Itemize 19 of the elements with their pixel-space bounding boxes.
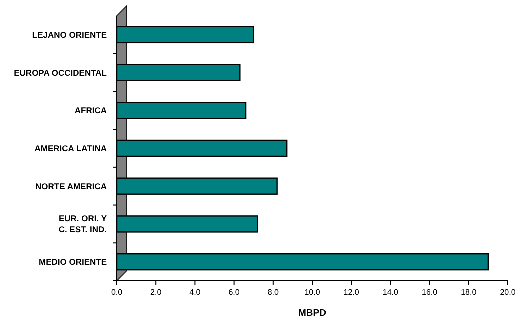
- x-tick-label: 20.0: [500, 288, 516, 297]
- y-tick-label: EUR. ORI. Y C. EST. IND.: [58, 214, 108, 235]
- y-tick-label: EUROPA OCCIDENTAL: [14, 68, 107, 78]
- x-tick-label: 0.0: [111, 288, 124, 297]
- y-tick-label: NORTE AMERICA: [36, 181, 107, 192]
- y-tick-label: AMERICA LATINA: [34, 144, 107, 154]
- x-tick-label: 6.0: [228, 288, 240, 297]
- y-tick-label: LEJANO ORIENTE: [32, 30, 108, 40]
- x-tick-label: 2.0: [150, 288, 162, 297]
- x-tick-label: 18.0: [461, 288, 478, 297]
- x-tick-label: 8.0: [268, 288, 280, 297]
- x-axis-title: MBPD: [298, 308, 327, 319]
- x-tick-label: 10.0: [304, 288, 321, 297]
- x-tick-label: 16.0: [422, 288, 438, 297]
- y-tick-label: MEDIO ORIENTE: [38, 257, 108, 268]
- x-tick-label: 12.0: [344, 288, 360, 297]
- x-tick-label: 14.0: [382, 288, 400, 297]
- x-tick-label: 4.0: [190, 288, 202, 297]
- y-tick-label: AFRICA: [74, 106, 107, 116]
